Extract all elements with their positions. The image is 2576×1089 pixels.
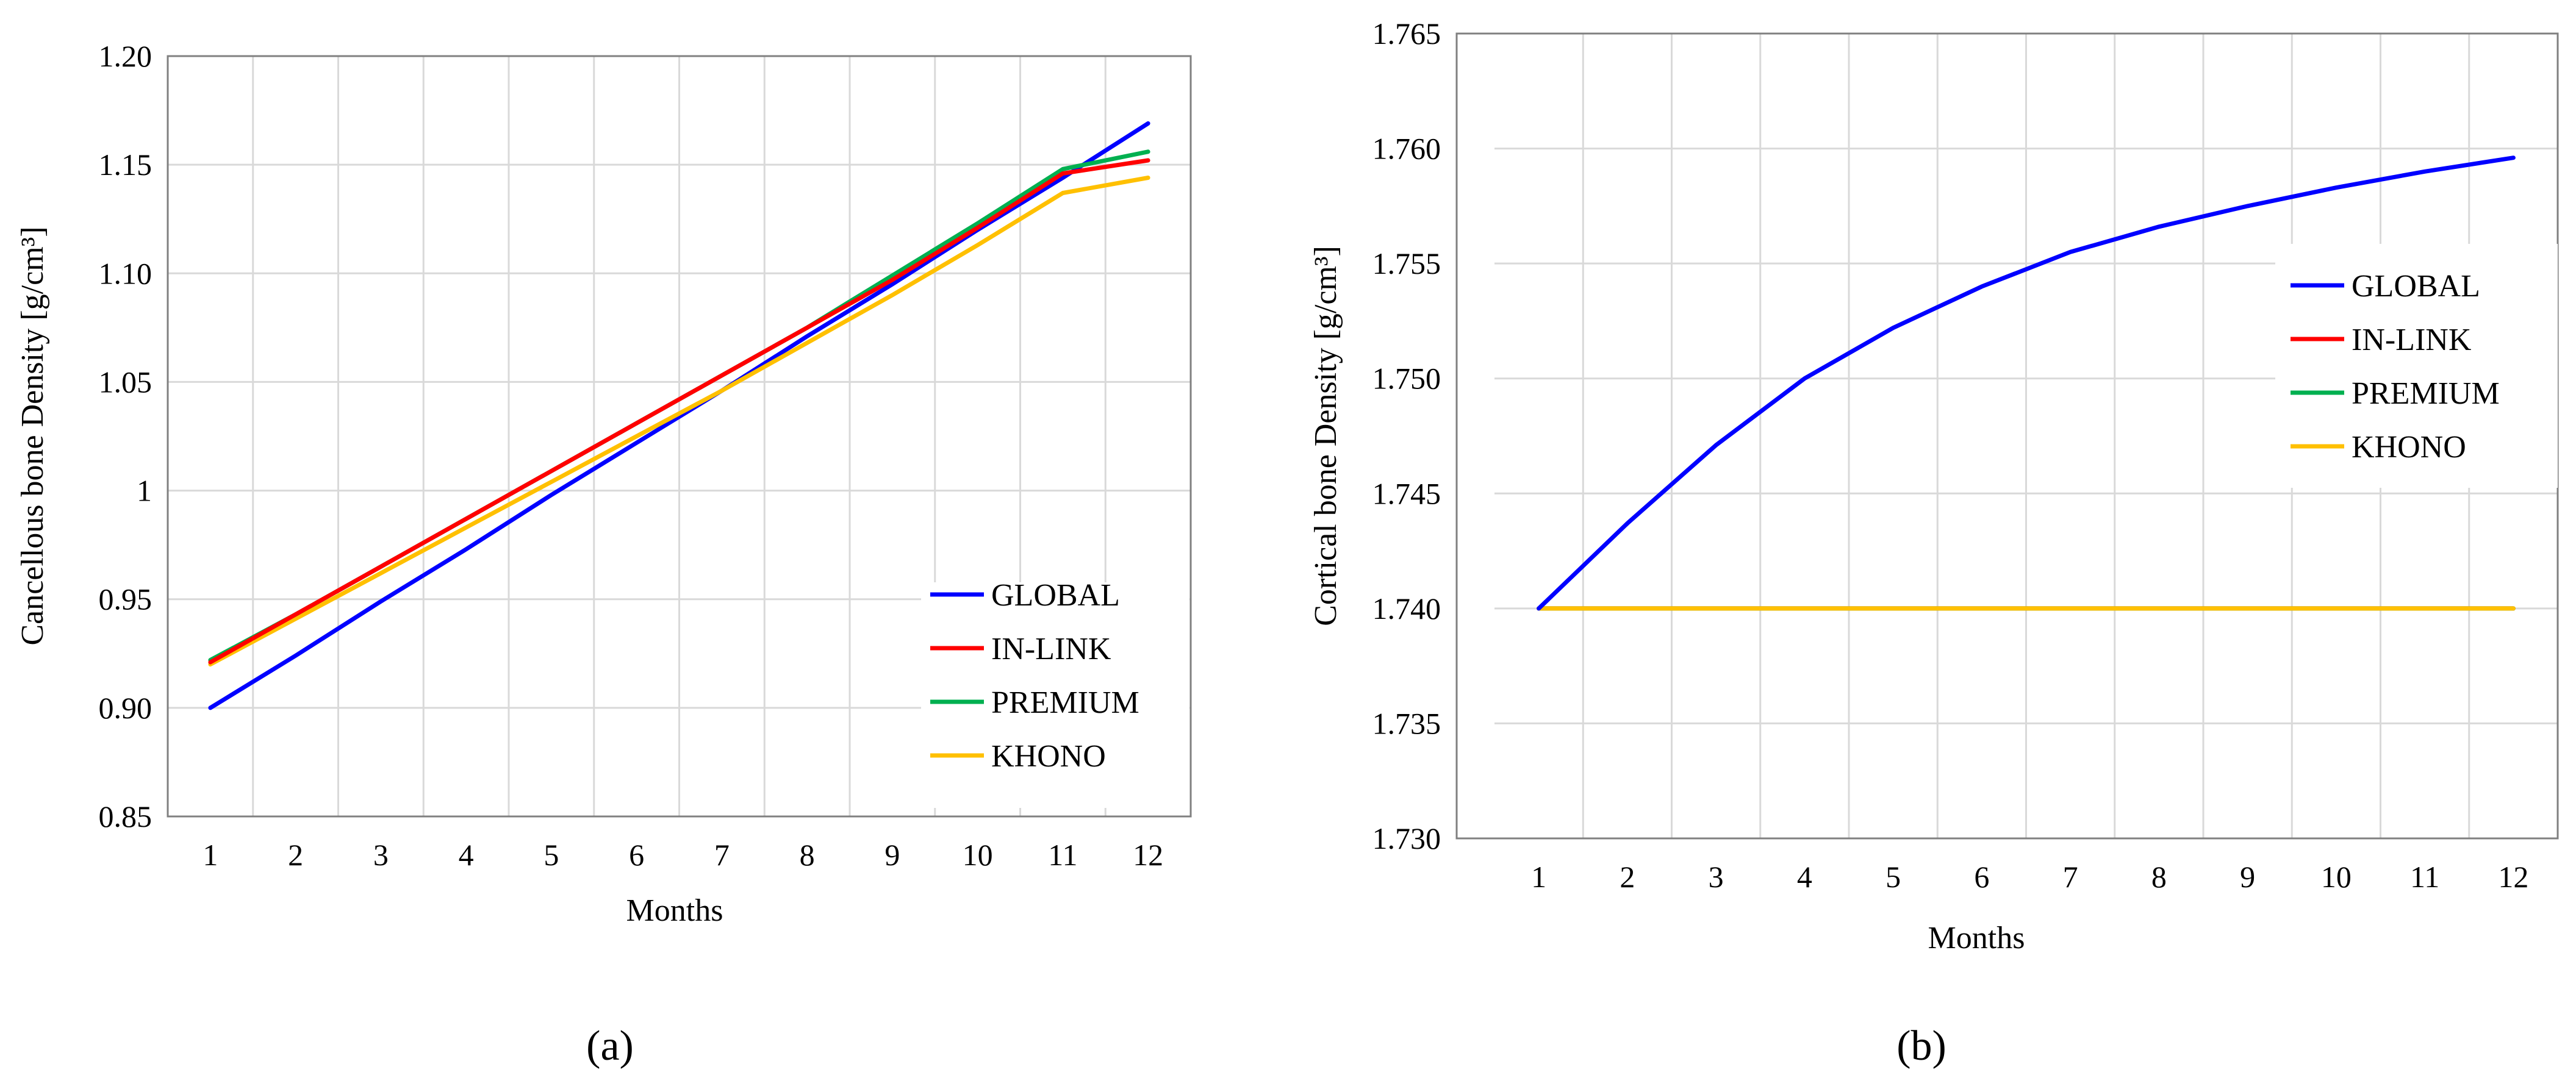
y-tick-label: 0.90 <box>99 691 152 725</box>
legend-label: IN-LINK <box>2352 323 2472 357</box>
x-tick-label: 12 <box>1133 838 1163 872</box>
x-tick-label: 1 <box>203 838 218 872</box>
x-tick-label: 9 <box>884 838 900 872</box>
y-tick-label: 1.05 <box>99 365 152 399</box>
x-tick-label: 10 <box>2321 860 2352 894</box>
y-axis-title: Cancellous bone Density [g/cm³] <box>15 226 50 645</box>
x-tick-label: 3 <box>1709 860 1724 894</box>
y-tick-label: 1.730 <box>1372 821 1441 855</box>
x-axis-title: Months <box>1928 921 2025 955</box>
x-tick-label: 3 <box>373 838 389 872</box>
x-tick-label: 1 <box>1531 860 1546 894</box>
legend-background <box>921 582 1189 808</box>
x-axis-title: Months <box>626 893 723 928</box>
chart-panel-b: 1.730 1.735 1.740 1.745 1.750 1.755 1.760 1.765… <box>1308 16 2559 1069</box>
y-tick-label: 1.760 <box>1372 132 1441 166</box>
y-tick-label: 0.95 <box>99 582 152 616</box>
y-tick-label: 1.765 <box>1372 16 1441 51</box>
y-tick-label: 0.85 <box>99 799 152 834</box>
legend-label: KHONO <box>2352 430 2466 465</box>
x-tick-label: 7 <box>2063 860 2078 894</box>
x-tick-label: 12 <box>2498 860 2528 894</box>
y-axis-title: Cortical bone Density [g/cm³] <box>1308 246 1343 626</box>
series-line-global <box>1537 155 2516 611</box>
x-tick-label: 4 <box>459 838 474 872</box>
x-tick-label: 6 <box>1974 860 1989 894</box>
y-tick-label: 1.745 <box>1372 476 1441 510</box>
legend-label: PREMIUM <box>991 685 1139 720</box>
series-line-khono <box>208 176 1150 667</box>
x-tick-label: 11 <box>1048 838 1077 872</box>
x-tick-label: 9 <box>2240 860 2255 894</box>
x-tick-label: 2 <box>1620 860 1635 894</box>
x-tick-label: 7 <box>714 838 730 872</box>
x-tick-label: 6 <box>629 838 644 872</box>
x-tick-label: 5 <box>1885 860 1901 894</box>
y-tick-label: 1.750 <box>1372 362 1441 396</box>
y-tick-label: 1.740 <box>1372 591 1441 626</box>
series-line-in-link <box>208 158 1150 665</box>
y-tick-label: 1.755 <box>1372 246 1441 280</box>
legend-label: PREMIUM <box>2352 376 2500 411</box>
x-tick-label: 8 <box>2151 860 2167 894</box>
x-tick-label: 8 <box>800 838 815 872</box>
y-tick-label: 1.20 <box>99 39 152 73</box>
panel-caption: (b) <box>1896 1023 1946 1069</box>
y-tick-label: 1 <box>137 474 152 508</box>
legend-label: GLOBAL <box>2352 269 2480 304</box>
panel-caption: (a) <box>586 1023 634 1069</box>
x-tick-label: 5 <box>544 838 559 872</box>
y-tick-label: 1.735 <box>1372 706 1441 740</box>
legend-label: KHONO <box>991 739 1106 774</box>
plot-area-frame <box>167 55 1192 818</box>
x-tick-label: 2 <box>288 838 303 872</box>
x-tick-label: 11 <box>2410 860 2439 894</box>
legend-label: IN-LINK <box>991 632 1111 666</box>
y-tick-label: 1.15 <box>99 148 152 182</box>
x-tick-label: 10 <box>963 838 993 872</box>
x-tick-label: 4 <box>1797 860 1812 894</box>
legend-label: GLOBAL <box>991 578 1120 613</box>
y-tick-label: 1.10 <box>99 256 152 290</box>
